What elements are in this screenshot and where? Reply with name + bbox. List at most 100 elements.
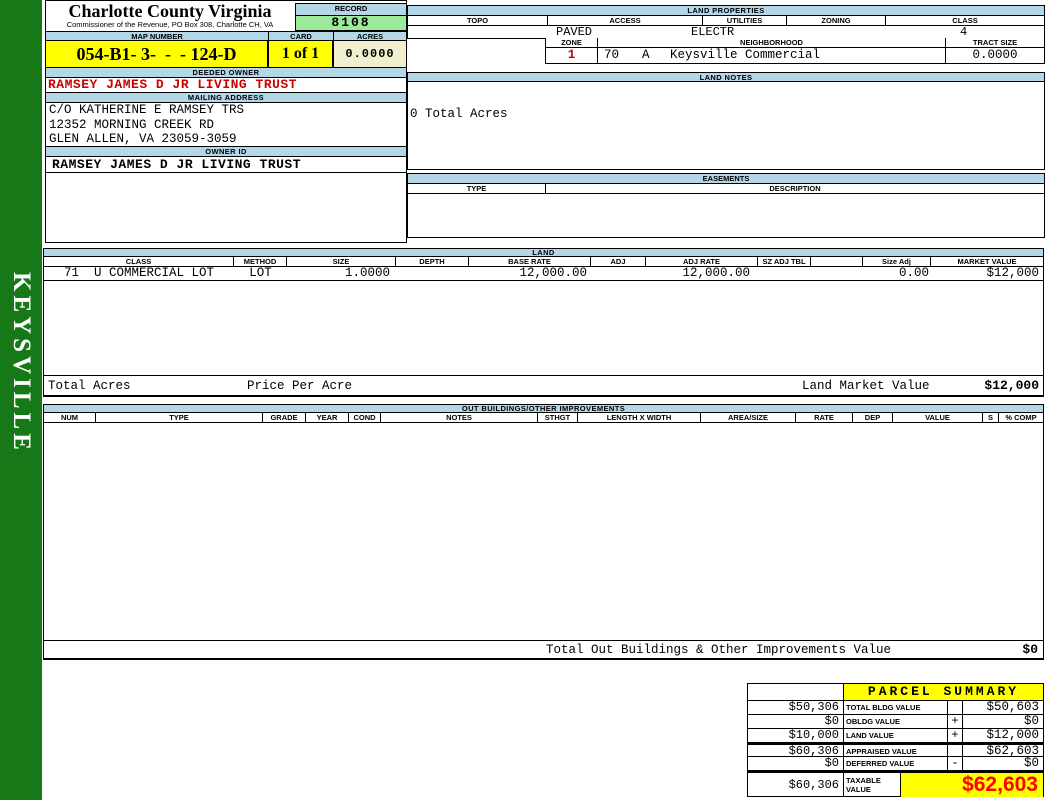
neighborhood-value: Keysville Commercial [670,48,821,62]
address-line-2: 12352 MORNING CREEK RD [49,117,215,132]
obldg-value-label: OBLDG VALUE [844,715,948,728]
easements-header-row: TYPE DESCRIPTION [408,184,1044,194]
access-column-label: ACCESS [548,16,703,25]
county-title: Charlotte County Virginia [68,1,272,21]
appraised-value: $62,603 [986,744,1039,758]
zone-value: 1 [546,48,598,63]
deeded-owner-value: RAMSEY JAMES D JR LIVING TRUST [46,78,406,93]
land-size-value: 1.0000 [344,267,390,280]
acres-label: ACRES [356,32,384,41]
zone-header-row: ZONE NEIGHBORHOOD TRACT SIZE [546,38,1044,48]
prior-obldg-value: $0 [748,715,844,728]
land-size-adj-value: 0.00 [898,267,929,280]
obldg-value-row: $0 OBLDG VALUE + $0 [748,715,1043,729]
card-label: CARD [269,32,334,41]
map-number-value: 054-B1- 3- - - 124-D [46,41,269,67]
land-spacer-value [811,267,863,280]
utilities-column-label: UTILITIES [703,16,787,25]
land-adj-value [591,267,646,280]
land-market-value: $12,000 [986,267,1039,280]
total-bldg-value-label: TOTAL BLDG VALUE [844,701,948,714]
mailing-address-label: MAILING ADDRESS [46,93,406,103]
obldg-value: $0 [1023,714,1039,728]
land-properties-title: LAND PROPERTIES [408,6,1044,16]
land-size-adj-label: Size Adj [863,257,931,266]
ob-cond-label: COND [349,413,381,422]
land-data-row: 71 U COMMERCIAL LOT LOT 1.0000 12,000.00… [44,267,1043,281]
price-per-acre-label: Price Per Acre [247,379,353,393]
land-depth-value [396,267,469,280]
tract-size-label: TRACT SIZE [972,38,1018,47]
land-table: LAND CLASS METHOD SIZE DEPTH BASE RATE A… [43,248,1044,397]
address-line-3: GLEN ALLEN, VA 23059-3059 [49,132,237,146]
map-card-acres-values: 054-B1- 3- - - 124-D 1 of 1 0.0000 [46,41,406,68]
zone-code: 70 [604,48,620,62]
deferred-value-row: $0 DEFERRED VALUE - $0 [748,757,1043,771]
easement-type-label: TYPE [408,184,546,193]
taxable-value-row: $60,306 TAXABLE VALUE $62,603 [748,771,1043,797]
land-market-value-total: $12,000 [984,378,1039,393]
owner-id-value: RAMSEY JAMES D JR LIVING TRUST [46,157,406,173]
parcel-summary-header: PARCEL SUMMARY [748,684,1043,701]
ob-s-label: S [983,413,999,422]
out-buildings-total-row: Total Out Buildings & Other Improvements… [44,640,1043,660]
easements-title: EASEMENTS [408,174,1044,184]
prior-bldg-value: $50,306 [748,701,844,714]
land-size-label: SIZE [287,257,396,266]
record-card: Charlotte County Virginia Commissioner o… [42,0,1050,800]
record-number: 8108 [296,15,406,30]
land-notes-title: LAND NOTES [407,72,1045,82]
total-bldg-value: $50,603 [986,700,1039,714]
ob-grade-label: GRADE [263,413,306,422]
land-properties-columns: TOPO ACCESS UTILITIES ZONING CLASS [408,16,1044,25]
zone-label: ZONE [546,38,598,47]
utilities-value: ELECTR [691,25,735,39]
owner-id-label: OWNER ID [46,147,406,157]
land-table-title: LAND [44,248,1043,257]
zoning-column-label: ZONING [787,16,886,25]
access-value: PAVED [556,25,593,39]
land-adj-rate-label: ADJ RATE [646,257,758,266]
class-column-label: CLASS [952,16,978,25]
taxable-value-label: TAXABLE VALUE [844,773,901,797]
land-depth-label: DEPTH [396,257,469,266]
land-value-row: $10,000 LAND VALUE + $12,000 [748,729,1043,743]
prior-deferred-value: $0 [748,757,844,770]
land-market-value-total-label: Land Market Value [802,379,930,393]
class-value: 4 [960,25,968,39]
prior-value-header-cell [748,684,844,700]
ob-value-label: VALUE [893,413,983,422]
land-table-header: CLASS METHOD SIZE DEPTH BASE RATE ADJ AD… [44,257,1043,267]
tract-size-value: 0.0000 [972,48,1018,62]
ob-rate-label: RATE [796,413,853,422]
ob-notes-label: NOTES [381,413,538,422]
prior-land-value: $10,000 [748,729,844,742]
acres-value: 0.0000 [334,41,406,67]
total-bldg-value-row: $50,306 TOTAL BLDG VALUE $50,603 [748,701,1043,715]
ob-length-width-label: LENGTH X WIDTH [578,413,701,422]
obldg-op: + [948,715,963,728]
ob-dep-label: DEP [853,413,893,422]
land-adj-rate-value: 12,000.00 [682,267,750,280]
ob-type-label: TYPE [96,413,263,422]
land-class-value: 71 U COMMERCIAL LOT [64,267,215,280]
parcel-summary-title: PARCEL SUMMARY [844,684,1043,700]
land-class-label: CLASS [44,257,234,266]
parcel-summary: PARCEL SUMMARY $50,306 TOTAL BLDG VALUE … [747,683,1044,797]
district-sidebar: KEYSVILLE [0,0,42,800]
out-buildings-table: OUT BUILDINGS/OTHER IMPROVEMENTS NUM TYP… [43,404,1044,660]
commissioner-subtitle: Commissioner of the Revenue, PO Box 308,… [66,20,274,29]
land-notes-text: 0 Total Acres [410,107,508,121]
land-value: $12,000 [986,728,1039,742]
deferred-value-label: DEFERRED VALUE [844,757,948,770]
appraised-value-row: $60,306 APPRAISED VALUE $62,603 [748,743,1043,758]
land-value-label: LAND VALUE [844,729,948,742]
neighborhood-label: NEIGHBORHOOD [598,38,946,47]
land-notes-box: 0 Total Acres [407,81,1045,170]
ob-pct-comp-label: % COMP [1005,413,1037,422]
mailing-address: C/O KATHERINE E RAMSEY TRS 12352 MORNING… [46,103,406,147]
record-label: RECORD [296,4,406,15]
land-sz-adj-tbl-value [758,267,811,280]
land-totals-row: Total Acres Price Per Acre Land Market V… [44,375,1043,397]
appraised-op [948,745,963,756]
